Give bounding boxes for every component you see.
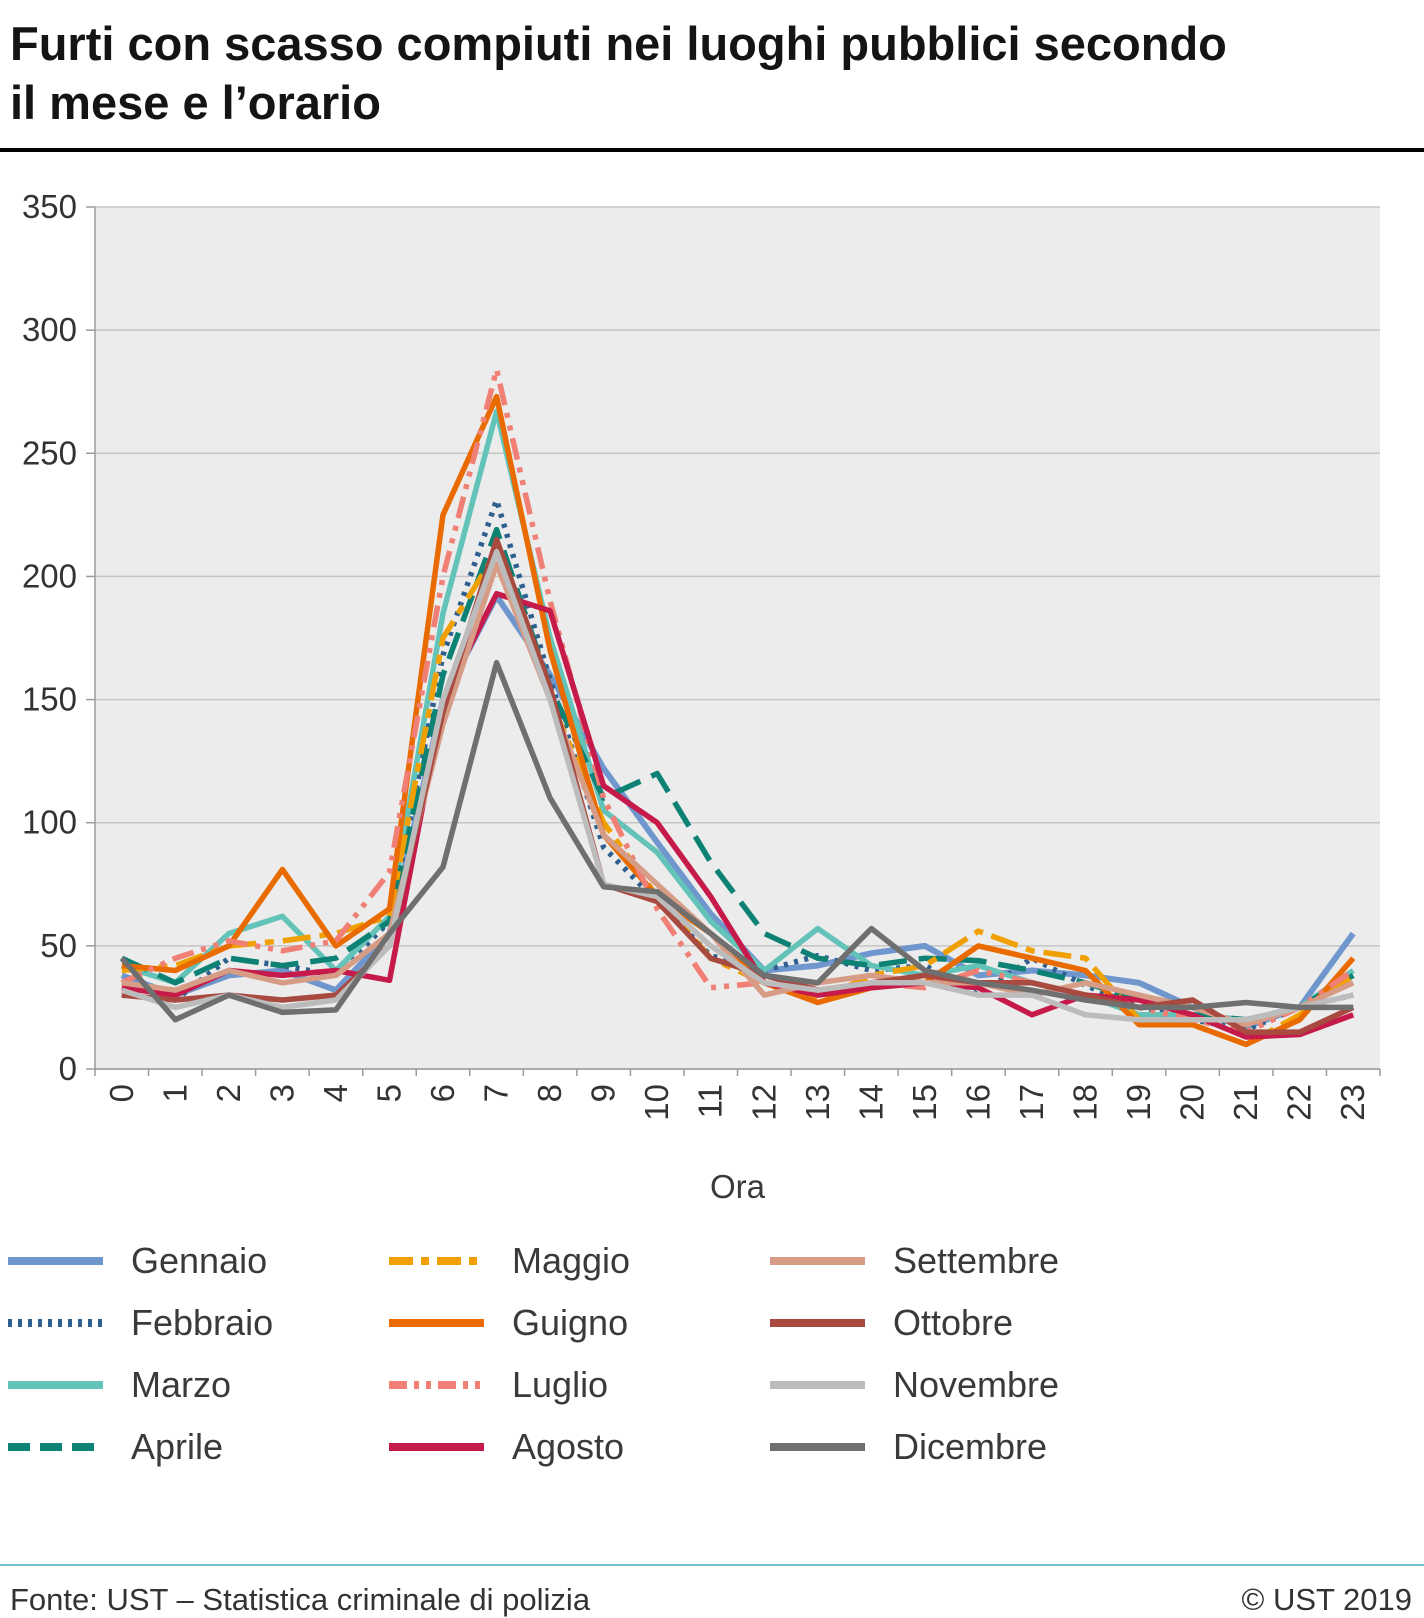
- source-note: Fonte: UST – Statistica criminale di pol…: [10, 1582, 591, 1617]
- legend-item: Gennaio: [8, 1230, 389, 1292]
- series-line-guigno: [121, 394, 1356, 1048]
- y-tick-label: 50: [40, 927, 77, 964]
- x-tick-label: 13: [799, 1084, 836, 1121]
- y-tick-label: 200: [22, 558, 77, 595]
- series-line-dicembre: [119, 660, 1354, 1023]
- x-tick-label: 18: [1067, 1084, 1104, 1121]
- legend-swatch-luglio: [389, 1381, 484, 1390]
- x-tick-label: 12: [745, 1084, 782, 1121]
- x-tick-label: 20: [1174, 1084, 1211, 1121]
- x-tick-label: 9: [585, 1084, 622, 1102]
- legend-column: Maggio Guigno Luglio Agosto: [389, 1230, 770, 1478]
- plot-area: [95, 207, 1380, 1070]
- legend-item: Novembre: [770, 1354, 1059, 1416]
- x-tick-label: 0: [103, 1084, 140, 1102]
- legend-swatch-guigno: [389, 1319, 484, 1328]
- legend-swatch-settembre: [770, 1257, 865, 1266]
- x-tick-label: 19: [1120, 1084, 1157, 1121]
- x-axis-label: Ora: [710, 1168, 766, 1205]
- copyright-note: © UST 2019: [1241, 1582, 1412, 1617]
- legend-column: Settembre Ottobre Novembre Dicembre: [770, 1230, 1059, 1478]
- x-tick-label: 1: [156, 1084, 193, 1102]
- x-tick-label: 7: [478, 1084, 515, 1102]
- line-chart: 0 50 100 150 200 250 300 350 0 1 2 3 4 5 6 7 8 9 10 11 12 13 1…: [0, 152, 1424, 1212]
- x-tick-label: 21: [1227, 1084, 1264, 1121]
- legend-swatch-febbraio: [8, 1319, 103, 1328]
- series-line-aprile: [120, 527, 1355, 1023]
- legend-item: Aprile: [8, 1416, 389, 1478]
- x-tick-label: 5: [370, 1084, 407, 1102]
- x-tick-label: 2: [210, 1084, 247, 1102]
- legend-swatch-aprile: [8, 1443, 103, 1452]
- legend-swatch-novembre: [770, 1381, 865, 1390]
- legend-swatch-ottobre: [770, 1319, 865, 1328]
- x-tick-label: 22: [1281, 1084, 1318, 1121]
- x-tick-label: 8: [531, 1084, 568, 1102]
- legend-item: Luglio: [389, 1354, 770, 1416]
- y-tick-label: 250: [22, 435, 77, 472]
- legend-swatch-marzo: [8, 1381, 103, 1390]
- series-line-novembre: [120, 549, 1354, 1023]
- legend-label: Gennaio: [131, 1240, 268, 1282]
- y-tick-label: 100: [22, 804, 77, 841]
- legend-label: Novembre: [893, 1364, 1060, 1406]
- x-tick-label: 3: [263, 1084, 300, 1102]
- legend: Gennaio Febbraio Marzo Aprile Maggio Guigno Lu…: [0, 1212, 1424, 1478]
- legend-item: Guigno: [389, 1292, 770, 1354]
- footer-divider: [0, 1564, 1424, 1566]
- x-tick-label: 10: [638, 1084, 675, 1121]
- y-tick-label: 350: [22, 188, 77, 225]
- legend-column: Gennaio Febbraio Marzo Aprile: [8, 1230, 389, 1478]
- legend-label: Aprile: [131, 1426, 224, 1468]
- legend-swatch-gennaio: [8, 1257, 103, 1266]
- x-tick-label: 4: [317, 1084, 354, 1102]
- legend-swatch-agosto: [389, 1443, 484, 1452]
- legend-swatch-dicembre: [770, 1443, 865, 1452]
- legend-item: Febbraio: [8, 1292, 389, 1354]
- y-tick-label: 300: [22, 312, 77, 349]
- legend-label: Agosto: [512, 1426, 625, 1468]
- legend-item: Ottobre: [770, 1292, 1059, 1354]
- title-divider: [0, 148, 1424, 153]
- legend-item: Marzo: [8, 1354, 389, 1416]
- legend-item: Settembre: [770, 1230, 1059, 1292]
- x-tick-label: 16: [959, 1084, 996, 1121]
- page-title: Furti con scasso compiuti nei luoghi pub…: [10, 17, 1227, 130]
- x-tick-label: 6: [424, 1084, 461, 1102]
- y-tick-label: 150: [22, 681, 77, 718]
- series-line-agosto: [121, 591, 1355, 1041]
- header: Furti con scasso compiuti nei luoghi pub…: [0, 0, 1424, 132]
- series-line-luglio: [120, 367, 1355, 1036]
- x-tick-label: 11: [692, 1084, 729, 1118]
- legend-label: Settembre: [893, 1240, 1060, 1282]
- x-tick-label: 14: [852, 1084, 889, 1121]
- legend-label: Guigno: [512, 1302, 629, 1344]
- legend-label: Ottobre: [893, 1302, 1014, 1344]
- legend-label: Marzo: [131, 1364, 232, 1406]
- x-tick-label: 15: [906, 1084, 943, 1121]
- legend-swatch-maggio: [389, 1257, 484, 1266]
- legend-item: Agosto: [389, 1416, 770, 1478]
- y-tick-label: 0: [59, 1050, 77, 1087]
- x-tick-label: 23: [1334, 1084, 1371, 1121]
- legend-label: Dicembre: [893, 1426, 1048, 1468]
- legend-label: Febbraio: [131, 1302, 274, 1344]
- legend-item: Maggio: [389, 1230, 770, 1292]
- footer: Fonte: UST – Statistica criminale di pol…: [0, 1564, 1424, 1618]
- legend-item: Dicembre: [770, 1416, 1059, 1478]
- legend-label: Luglio: [512, 1364, 609, 1406]
- x-tick-label: 17: [1013, 1084, 1050, 1121]
- legend-label: Maggio: [512, 1240, 631, 1282]
